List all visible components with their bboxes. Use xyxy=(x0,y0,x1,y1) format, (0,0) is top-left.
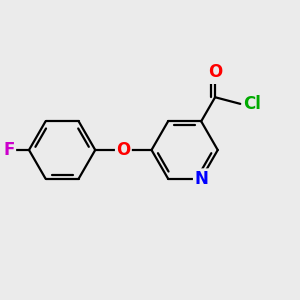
Text: N: N xyxy=(194,170,208,188)
Text: Cl: Cl xyxy=(243,95,261,113)
Text: F: F xyxy=(3,141,15,159)
Text: O: O xyxy=(116,141,130,159)
Text: O: O xyxy=(208,63,222,81)
